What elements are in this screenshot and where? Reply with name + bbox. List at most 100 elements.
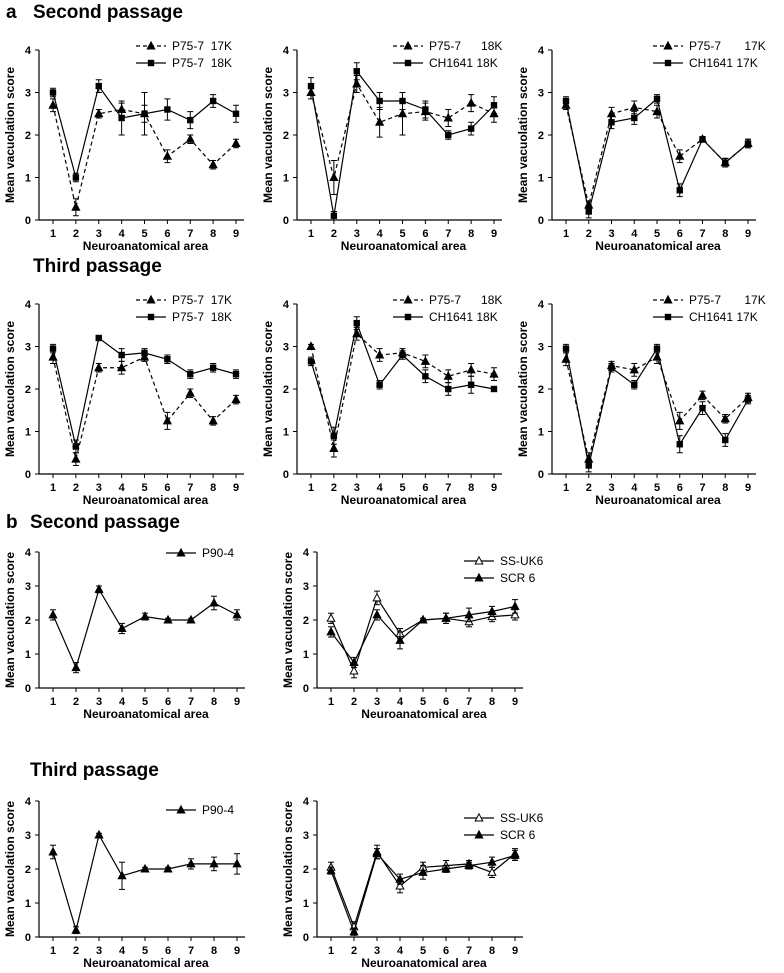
data-point [466,364,476,374]
data-point [464,609,474,619]
series-2 [562,94,752,219]
x-axis-label: Neuroanatomical area [83,956,209,970]
x-tick-label: 6 [443,945,449,957]
data-point [232,110,240,117]
series-1 [48,829,242,935]
data-point [48,99,58,109]
chart-9: 0 1 2 3 4 1 2 3 4 5 6 7 8 9 Neuroanatomical area Mean v… [3,796,245,970]
x-tick-label: 9 [512,696,518,708]
x-tick-label: 9 [745,228,751,240]
data-point [349,926,359,936]
data-point [744,396,752,403]
data-point [49,345,57,352]
y-tick-label: 4 [538,45,545,57]
legend-marker [664,59,672,67]
data-point [653,95,661,103]
y-tick-label: 1 [538,173,544,185]
legend-label: P90-4 [202,803,234,817]
y-tick-label: 4 [283,45,290,57]
x-tick-label: 8 [489,945,495,957]
legend: SS-UK6 SCR 6 [464,811,544,842]
data-point [631,381,638,388]
legend-marker [663,294,673,304]
series-line [330,596,516,673]
y-axis-label: Mean vacuolation score [516,67,530,203]
x-tick-label: 8 [468,228,474,240]
y-axis-label: Mean vacuolation score [261,67,275,203]
legend-label: P75-7 18K [172,56,232,70]
data-point [510,850,520,859]
series-1 [561,99,753,210]
data-point [699,404,706,412]
y-axis-label: Mean vacuolation score [3,552,17,688]
data-point [510,601,520,610]
data-point [164,356,171,363]
data-point [330,212,338,219]
x-tick-label: 4 [377,482,384,494]
legend-marker [404,59,412,67]
data-point [720,413,730,423]
data-point [94,108,104,118]
data-point [349,657,359,666]
data-point [94,584,104,593]
data-point [94,362,104,372]
x-tick-label: 5 [399,228,405,240]
x-tick-label: 1 [50,228,56,240]
data-point [585,208,592,215]
legend: P75-7 18K CH1641 18K [393,39,502,70]
x-tick-label: 2 [73,696,79,708]
data-point [209,858,219,868]
legend: P75-7 17K P75-7 18K [136,39,232,70]
x-tick-label: 3 [354,228,360,240]
data-point [631,114,638,122]
x-tick-label: 2 [351,696,357,708]
data-point [162,415,173,425]
x-tick-label: 1 [563,482,569,494]
y-tick-label: 0 [283,469,289,481]
data-point [209,97,217,105]
y-tick-label: 0 [303,932,309,944]
charts: 0 1 2 3 4 1 2 3 4 5 6 7 8 9 Neuroanatomical area Mean v… [3,39,766,970]
y-tick-label: 1 [25,173,31,185]
y-tick-label: 2 [538,130,544,142]
data-point [208,159,218,169]
x-tick-label: 5 [141,482,147,494]
data-point [422,373,429,380]
series-line [310,320,495,436]
x-tick-label: 8 [211,945,217,957]
data-point [722,159,729,166]
x-tick-label: 3 [608,228,614,240]
x-tick-label: 8 [722,228,728,240]
chart-7: 0 1 2 3 4 1 2 3 4 5 6 7 8 9 Neuroanatomical area Mean v… [3,546,245,721]
x-tick-label: 7 [445,228,451,240]
data-point [71,201,81,211]
series-2 [49,334,240,454]
legend-marker [474,572,484,582]
series-line [52,833,237,933]
y-tick-label: 3 [25,581,31,593]
legend-marker [474,812,484,822]
legend-label: CH1641 17K [689,310,758,324]
data-point [95,334,102,342]
data-point [71,924,81,934]
section-header-b-third: Third passage [30,760,159,781]
data-point [71,453,81,463]
data-point [349,665,359,675]
data-point [141,349,148,357]
y-tick-label: 1 [538,427,544,439]
x-axis-label: Neuroanatomical area [83,707,209,721]
x-tick-label: 9 [491,228,497,240]
x-tick-label: 7 [466,696,472,708]
x-tick-label: 3 [354,482,360,494]
legend-marker [146,294,156,304]
x-tick-label: 2 [73,228,79,240]
data-point [467,125,475,132]
x-tick-label: 6 [165,696,171,708]
y-axis-label: Mean vacuolation score [516,321,530,457]
x-tick-label: 6 [443,696,449,708]
data-point [420,356,431,365]
series-2 [307,62,498,221]
section-header-b-second: Second passage [30,512,180,533]
legend-label: P90-4 [202,546,234,560]
data-point [209,364,217,371]
